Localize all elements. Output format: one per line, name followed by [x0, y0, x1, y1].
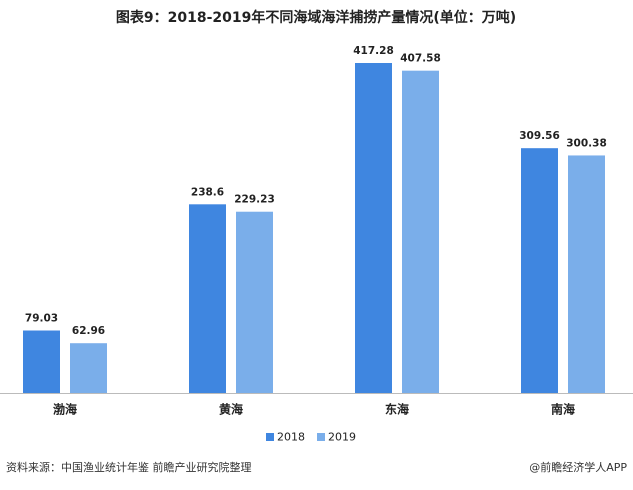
bar [236, 211, 273, 393]
legend-swatch [266, 433, 274, 441]
legend-swatch [317, 433, 325, 441]
bar [355, 63, 392, 393]
x-tick-label: 东海 [385, 402, 409, 417]
value-label: 300.38 [566, 137, 607, 149]
bar [70, 343, 107, 393]
value-label: 417.28 [353, 45, 394, 57]
legend-label: 2019 [328, 431, 356, 444]
bar [521, 148, 558, 393]
bar [402, 70, 439, 393]
value-label: 62.96 [72, 325, 105, 337]
value-label: 309.56 [519, 130, 560, 142]
chart-title: 图表9：2018-2019年不同海域海洋捕捞产量情况(单位：万吨) [116, 9, 516, 26]
x-tick-label: 黄海 [219, 402, 243, 417]
legend-label: 2018 [277, 431, 305, 444]
value-label: 238.6 [191, 186, 224, 198]
credit: @前瞻经济学人APP [529, 460, 627, 474]
x-tick-label: 南海 [551, 402, 575, 417]
value-label: 79.03 [25, 313, 58, 325]
bar [568, 155, 605, 393]
bar [23, 330, 60, 393]
value-label: 229.23 [234, 194, 275, 206]
bar [189, 204, 226, 393]
source: 资料来源：中国渔业统计年鉴 前瞻产业研究院整理 [6, 460, 252, 474]
value-label: 407.58 [400, 53, 441, 65]
x-tick-label: 渤海 [53, 402, 77, 417]
